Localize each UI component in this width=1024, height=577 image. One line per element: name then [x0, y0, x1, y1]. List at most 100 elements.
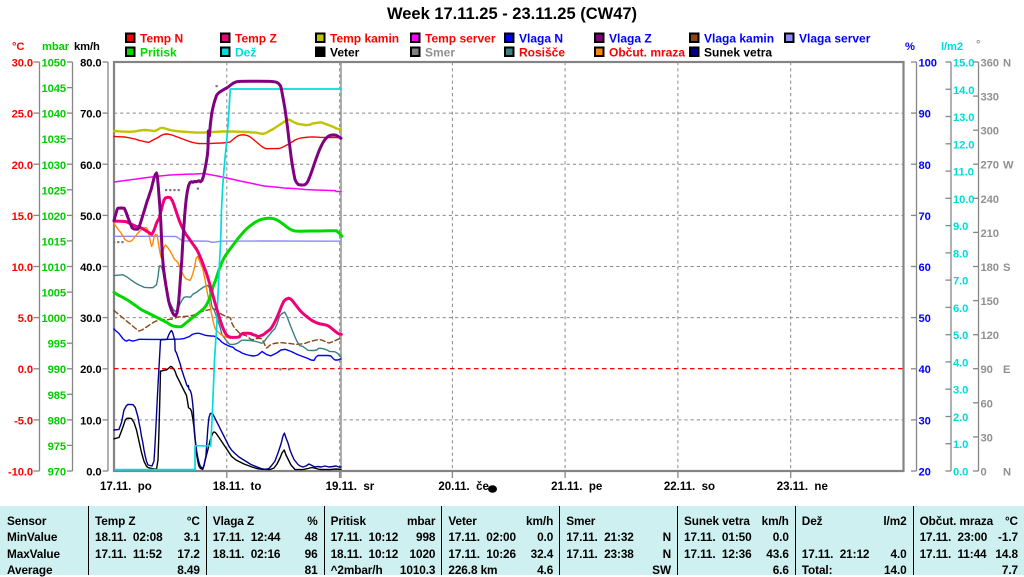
svg-text:60.0: 60.0 — [80, 160, 101, 172]
svg-text:1000: 1000 — [42, 313, 67, 325]
svg-text:-5.0: -5.0 — [14, 415, 33, 427]
svg-text:40.0: 40.0 — [80, 262, 101, 274]
svg-text:15.0: 15.0 — [12, 211, 33, 223]
svg-text:17.11. po: 17.11. po — [100, 481, 152, 493]
svg-text:N: N — [1003, 467, 1011, 479]
svg-text:13.0: 13.0 — [953, 112, 974, 124]
svg-text:21.11. pe: 21.11. pe — [551, 481, 602, 493]
svg-text:80: 80 — [919, 160, 931, 172]
svg-text:23.11. ne: 23.11. ne — [777, 481, 828, 493]
svg-text:Week 17.11.25 - 23.11.25 (CW47: Week 17.11.25 - 23.11.25 (CW47) — [387, 5, 637, 23]
svg-text:975: 975 — [48, 441, 66, 453]
svg-text:Vlaga Z: Vlaga Z — [609, 32, 652, 46]
svg-text:20.0: 20.0 — [12, 160, 33, 172]
svg-text:40: 40 — [919, 364, 931, 376]
svg-text:5.0: 5.0 — [953, 330, 968, 342]
svg-text:970: 970 — [48, 467, 66, 479]
svg-text:70: 70 — [919, 211, 931, 223]
svg-text:30: 30 — [919, 415, 931, 427]
svg-text:90: 90 — [919, 109, 931, 121]
svg-text:150: 150 — [981, 296, 999, 308]
svg-text:300: 300 — [981, 126, 999, 138]
svg-text:Rosišče: Rosišče — [519, 46, 565, 60]
svg-text:km/h: km/h — [74, 41, 100, 53]
svg-text:25.0: 25.0 — [12, 109, 33, 121]
svg-text:9.0: 9.0 — [953, 221, 968, 233]
svg-text:10.0: 10.0 — [953, 194, 974, 206]
svg-text:15.0: 15.0 — [953, 58, 974, 70]
svg-text:14.0: 14.0 — [953, 85, 974, 97]
svg-text:30.0: 30.0 — [12, 58, 33, 70]
svg-text:0.0: 0.0 — [86, 467, 101, 479]
svg-text:20.11. če: 20.11. če — [438, 481, 489, 493]
svg-text:Veter: Veter — [330, 46, 360, 60]
svg-text:10.0: 10.0 — [80, 415, 101, 427]
svg-text:Smer: Smer — [425, 46, 455, 60]
svg-text:Temp Z: Temp Z — [235, 32, 277, 46]
svg-text:Pritisk: Pritisk — [140, 46, 177, 60]
svg-text:Temp kamin: Temp kamin — [330, 32, 399, 46]
svg-text:°: ° — [976, 39, 980, 51]
svg-text:4.0: 4.0 — [953, 357, 968, 369]
svg-text:30.0: 30.0 — [80, 313, 101, 325]
svg-text:N: N — [1003, 58, 1011, 70]
svg-text:3.0: 3.0 — [953, 385, 968, 397]
svg-text:l/m2: l/m2 — [941, 41, 963, 53]
svg-text:210: 210 — [981, 228, 999, 240]
svg-text:1.0: 1.0 — [953, 439, 968, 451]
svg-text:Občut. mraza: Občut. mraza — [609, 46, 685, 60]
svg-text:1020: 1020 — [42, 211, 67, 223]
svg-text:1010: 1010 — [42, 262, 67, 274]
svg-text:7.0: 7.0 — [953, 276, 968, 288]
svg-text:50: 50 — [919, 313, 931, 325]
svg-text:5.0: 5.0 — [18, 313, 33, 325]
svg-text:Temp server: Temp server — [425, 32, 496, 46]
svg-text:1045: 1045 — [42, 83, 67, 95]
svg-text:0: 0 — [981, 467, 987, 479]
svg-text:S: S — [1003, 262, 1011, 274]
svg-text:980: 980 — [48, 415, 66, 427]
svg-text:10.0: 10.0 — [12, 262, 33, 274]
svg-text:6.0: 6.0 — [953, 303, 968, 315]
svg-text:60: 60 — [981, 398, 993, 410]
svg-text:8.0: 8.0 — [953, 248, 968, 260]
svg-text:995: 995 — [48, 339, 66, 351]
svg-text:990: 990 — [48, 364, 66, 376]
svg-text:0.0: 0.0 — [953, 467, 968, 479]
svg-text:1040: 1040 — [42, 109, 67, 121]
svg-text:mbar: mbar — [42, 41, 70, 53]
svg-text:1050: 1050 — [42, 58, 67, 70]
svg-text:30: 30 — [981, 432, 993, 444]
svg-text:70.0: 70.0 — [80, 109, 101, 121]
svg-text:240: 240 — [981, 194, 999, 206]
svg-text:100: 100 — [919, 58, 937, 70]
svg-text:20.0: 20.0 — [80, 364, 101, 376]
svg-text:Vlaga kamin: Vlaga kamin — [704, 32, 774, 46]
svg-text:-10.0: -10.0 — [8, 467, 33, 479]
svg-text:Sunek vetra: Sunek vetra — [704, 46, 772, 60]
svg-text:%: % — [905, 41, 915, 53]
svg-text:0.0: 0.0 — [18, 364, 33, 376]
svg-text:18.11. to: 18.11. to — [213, 481, 262, 493]
svg-text:60: 60 — [919, 262, 931, 274]
svg-text:90: 90 — [981, 364, 993, 376]
svg-text:20: 20 — [919, 467, 931, 479]
svg-text:985: 985 — [48, 390, 66, 402]
svg-text:Vlaga server: Vlaga server — [799, 32, 871, 46]
svg-text:80.0: 80.0 — [80, 58, 101, 70]
svg-text:22.11. so: 22.11. so — [664, 481, 715, 493]
svg-text:1005: 1005 — [42, 288, 67, 300]
svg-text:270: 270 — [981, 160, 999, 172]
svg-text:330: 330 — [981, 92, 999, 104]
svg-text:Vlaga N: Vlaga N — [519, 32, 563, 46]
svg-text:E: E — [1003, 364, 1011, 376]
svg-text:360: 360 — [981, 58, 999, 70]
svg-text:180: 180 — [981, 262, 999, 274]
svg-text:50.0: 50.0 — [80, 211, 101, 223]
svg-text:1025: 1025 — [42, 185, 67, 197]
svg-text:W: W — [1003, 160, 1014, 172]
svg-text:1035: 1035 — [42, 134, 67, 146]
svg-text:°C: °C — [12, 41, 24, 53]
svg-text:Dež: Dež — [235, 46, 256, 60]
svg-text:Temp N: Temp N — [140, 32, 183, 46]
